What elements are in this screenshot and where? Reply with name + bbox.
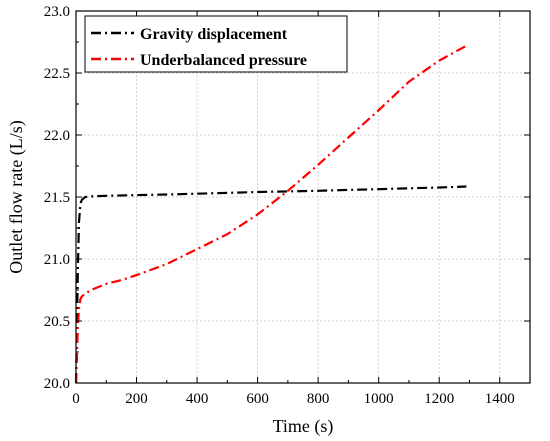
legend-box [84, 15, 348, 73]
axis-layer: 0 200 400 600 800 1000 1200 1400 20.0 20.5 21.0 21.… [44, 4, 530, 407]
series-line-gravity-displacement [74, 185, 467, 384]
y-tick-label: 21.5 [44, 190, 70, 206]
y-tick-label: 20.0 [44, 376, 70, 392]
x-tick-label: 800 [307, 391, 330, 407]
legend-label-underbalanced-pressure: Underbalanced pressure [140, 52, 307, 69]
grid-layer [76, 11, 530, 383]
x-axis-title: Time (s) [273, 416, 334, 437]
x-tick-label: 0 [72, 391, 80, 407]
series-layer [74, 44, 467, 384]
y-axis-title: Outlet flow rate (L/s) [6, 120, 27, 273]
legend: Gravity displacement Underbalanced press… [84, 15, 348, 73]
y-tick-label: 21.0 [44, 252, 70, 268]
y-tick-label: 22.0 [44, 128, 70, 144]
x-tick-label: 200 [125, 391, 148, 407]
x-tick-label: 1200 [424, 391, 454, 407]
series-line-underbalanced-pressure [74, 44, 467, 384]
y-tick-label: 22.5 [44, 66, 70, 82]
x-tick-label: 600 [246, 391, 269, 407]
x-tick-label: 400 [186, 391, 209, 407]
y-tick-label: 23.0 [44, 4, 70, 20]
x-tick-label: 1400 [485, 391, 515, 407]
x-tick-label: 1000 [364, 391, 394, 407]
y-tick-label: 20.5 [44, 314, 70, 330]
legend-label-gravity-displacement: Gravity displacement [140, 26, 288, 43]
